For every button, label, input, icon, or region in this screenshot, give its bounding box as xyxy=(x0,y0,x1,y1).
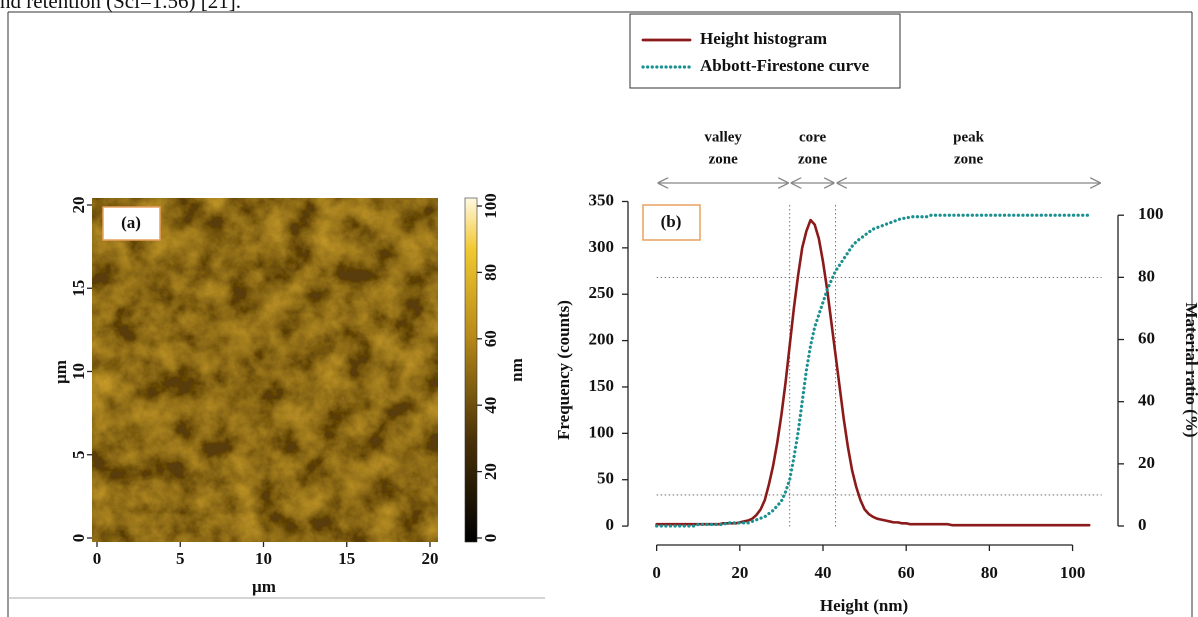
colorbar-tick-label: 60 xyxy=(481,330,500,347)
x-tick-label: 0 xyxy=(652,563,661,582)
y-tick-label: 350 xyxy=(589,190,615,209)
series-line xyxy=(655,218,1091,527)
y-tick-label: 5 xyxy=(69,451,88,460)
y2-tick-label: 100 xyxy=(1138,204,1164,223)
y-tick-label: 250 xyxy=(589,283,615,302)
colorbar-tick-label: 20 xyxy=(481,463,500,480)
x-tick-label: 80 xyxy=(981,563,998,582)
colorbar-tick-label: 80 xyxy=(481,264,500,281)
zone-label: valley xyxy=(704,129,742,145)
y-axis-label: µm xyxy=(51,360,70,384)
colorbar-tick-label: 0 xyxy=(481,534,500,543)
panel-label-box xyxy=(642,204,701,241)
colorbar-tick-label: 100 xyxy=(481,193,500,219)
y-tick-label: 300 xyxy=(589,237,615,256)
afm-image xyxy=(92,198,438,542)
zone-label: zone xyxy=(798,151,828,167)
y-tick-label: 100 xyxy=(589,422,615,441)
colorbar-label: nm xyxy=(507,358,526,382)
legend-label: Height histogram xyxy=(700,29,827,48)
page-text: nd retention (Sci=1.56) [21]. xyxy=(0,0,241,13)
y2-tick-label: 0 xyxy=(1138,515,1147,534)
x-tick-label: 100 xyxy=(1060,563,1086,582)
y-tick-label: 10 xyxy=(69,363,88,380)
zone-label: zone xyxy=(954,151,984,167)
y-tick-label: 0 xyxy=(69,534,88,543)
panel-label-box xyxy=(102,206,161,241)
y-tick-label: 150 xyxy=(589,376,615,395)
x-axis-label: Height (nm) xyxy=(820,596,908,615)
y-tick-label: 50 xyxy=(597,469,614,488)
x-axis-label: µm xyxy=(252,577,276,596)
zone-label: core xyxy=(799,129,827,145)
zone-label: peak xyxy=(953,129,985,145)
panel-label: (a) xyxy=(121,213,141,232)
y-tick-label: 20 xyxy=(69,197,88,214)
y2-tick-label: 40 xyxy=(1138,391,1155,410)
series-line xyxy=(655,213,1091,528)
x-tick-label: 60 xyxy=(898,563,915,582)
legend-label: Abbott-Firestone curve xyxy=(700,56,870,75)
colorbar-tick-label: 40 xyxy=(481,397,500,414)
x-tick-label: 15 xyxy=(338,549,355,568)
x-tick-label: 0 xyxy=(93,549,102,568)
panel-label: (b) xyxy=(661,212,682,231)
y2-tick-label: 20 xyxy=(1138,453,1155,472)
x-tick-label: 10 xyxy=(255,549,272,568)
x-tick-label: 5 xyxy=(176,549,185,568)
y2-tick-label: 60 xyxy=(1138,328,1155,347)
x-tick-label: 20 xyxy=(422,549,439,568)
legend xyxy=(629,13,901,89)
x-tick-label: 20 xyxy=(731,563,748,582)
colorbar xyxy=(464,197,478,543)
y-tick-label: 200 xyxy=(589,330,615,349)
x-tick-label: 40 xyxy=(815,563,832,582)
y2-axis-label: Material ratio (%) xyxy=(1182,303,1198,438)
y-tick-label: 0 xyxy=(606,515,615,534)
y-axis-label: Frequency (counts) xyxy=(554,300,573,440)
y2-tick-label: 80 xyxy=(1138,266,1155,285)
y-tick-label: 15 xyxy=(69,280,88,297)
zone-label: zone xyxy=(709,151,739,167)
